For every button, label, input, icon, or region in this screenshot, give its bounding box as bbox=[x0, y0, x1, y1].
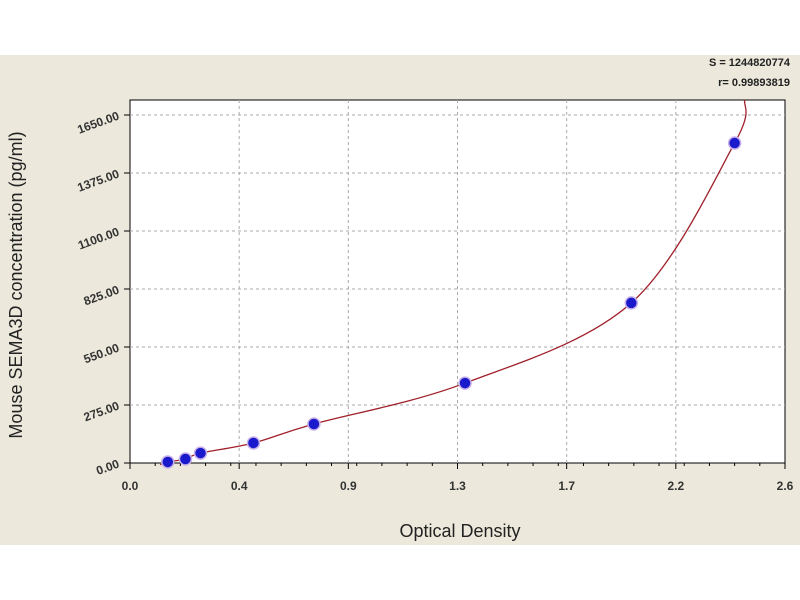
data-point bbox=[458, 376, 472, 390]
x-tick-label: 0.0 bbox=[122, 479, 139, 493]
data-point bbox=[624, 296, 639, 310]
y-tick-label: 825.00 bbox=[82, 283, 122, 309]
data-point bbox=[727, 136, 742, 150]
x-tick-label: 1.3 bbox=[449, 479, 466, 493]
data-point bbox=[307, 417, 321, 431]
y-tick-label: 0.00 bbox=[94, 457, 121, 478]
data-point bbox=[178, 452, 193, 466]
y-tick-label: 1100.00 bbox=[76, 225, 121, 253]
x-tick-label: 0.4 bbox=[231, 479, 248, 493]
y-tick-label: 550.00 bbox=[82, 341, 122, 367]
x-tick-label: 1.7 bbox=[558, 479, 575, 493]
data-point bbox=[161, 455, 175, 469]
annotation-r: r= 0.99893819 bbox=[718, 77, 790, 89]
annotation-s: S = 1244820774 bbox=[709, 57, 791, 69]
y-tick-label: 1375.00 bbox=[75, 167, 121, 195]
y-tick-label: 1650.00 bbox=[75, 109, 121, 137]
y-axis-label: Mouse SEMA3D concentration (pg/ml) bbox=[6, 131, 26, 438]
data-point bbox=[193, 446, 208, 460]
x-tick-label: 0.9 bbox=[340, 479, 357, 493]
x-tick-label: 2.6 bbox=[777, 479, 794, 493]
x-axis-label: Optical Density bbox=[399, 521, 520, 541]
y-tick-label: 275.00 bbox=[82, 399, 122, 425]
data-point bbox=[246, 436, 261, 450]
x-tick-label: 2.2 bbox=[667, 479, 684, 493]
